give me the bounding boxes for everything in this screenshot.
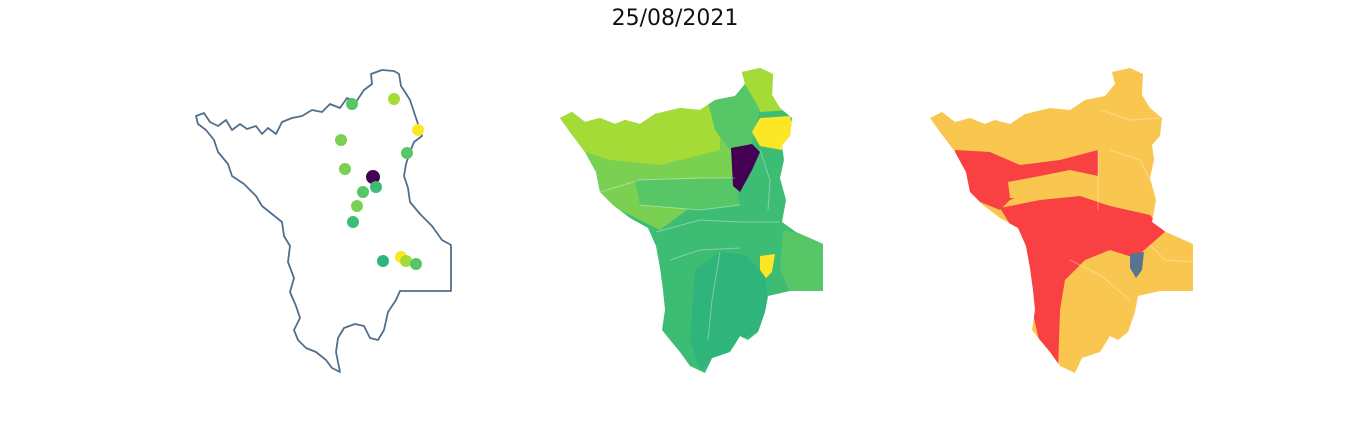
viridis-choropleth-panel xyxy=(560,68,823,373)
station-point xyxy=(377,255,389,267)
station-point xyxy=(339,163,351,175)
zone-small-yellow xyxy=(760,254,775,278)
zone-east-yellow xyxy=(752,116,795,150)
station-point xyxy=(347,216,359,228)
station-point xyxy=(388,93,400,105)
zone-south-teal xyxy=(690,252,768,370)
risk-zone-borders xyxy=(1069,109,1193,301)
zone-central-band-green xyxy=(635,178,740,210)
zone-north-center-green xyxy=(708,84,760,150)
station-point xyxy=(401,147,413,159)
zone-south-red xyxy=(1000,196,1165,370)
station-point xyxy=(346,98,358,110)
zone-inner-yellow xyxy=(1008,170,1098,200)
zone-east-strip-green xyxy=(780,230,823,300)
page-title: 25/08/2021 xyxy=(611,6,739,31)
outline-map-panel xyxy=(195,69,452,373)
zone-small-slate xyxy=(1130,252,1144,278)
station-point xyxy=(357,186,369,198)
zone-borders xyxy=(599,149,780,341)
zone-north-lime xyxy=(560,100,720,165)
station-point xyxy=(366,170,380,184)
risk-choropleth-panel xyxy=(930,68,1193,373)
region-outline xyxy=(195,69,452,373)
station-point xyxy=(335,134,347,146)
zone-center-purple xyxy=(731,144,760,192)
station-point xyxy=(412,124,424,136)
station-point xyxy=(370,181,382,193)
station-point xyxy=(410,258,422,270)
station-point xyxy=(400,255,412,267)
station-point xyxy=(351,200,363,212)
